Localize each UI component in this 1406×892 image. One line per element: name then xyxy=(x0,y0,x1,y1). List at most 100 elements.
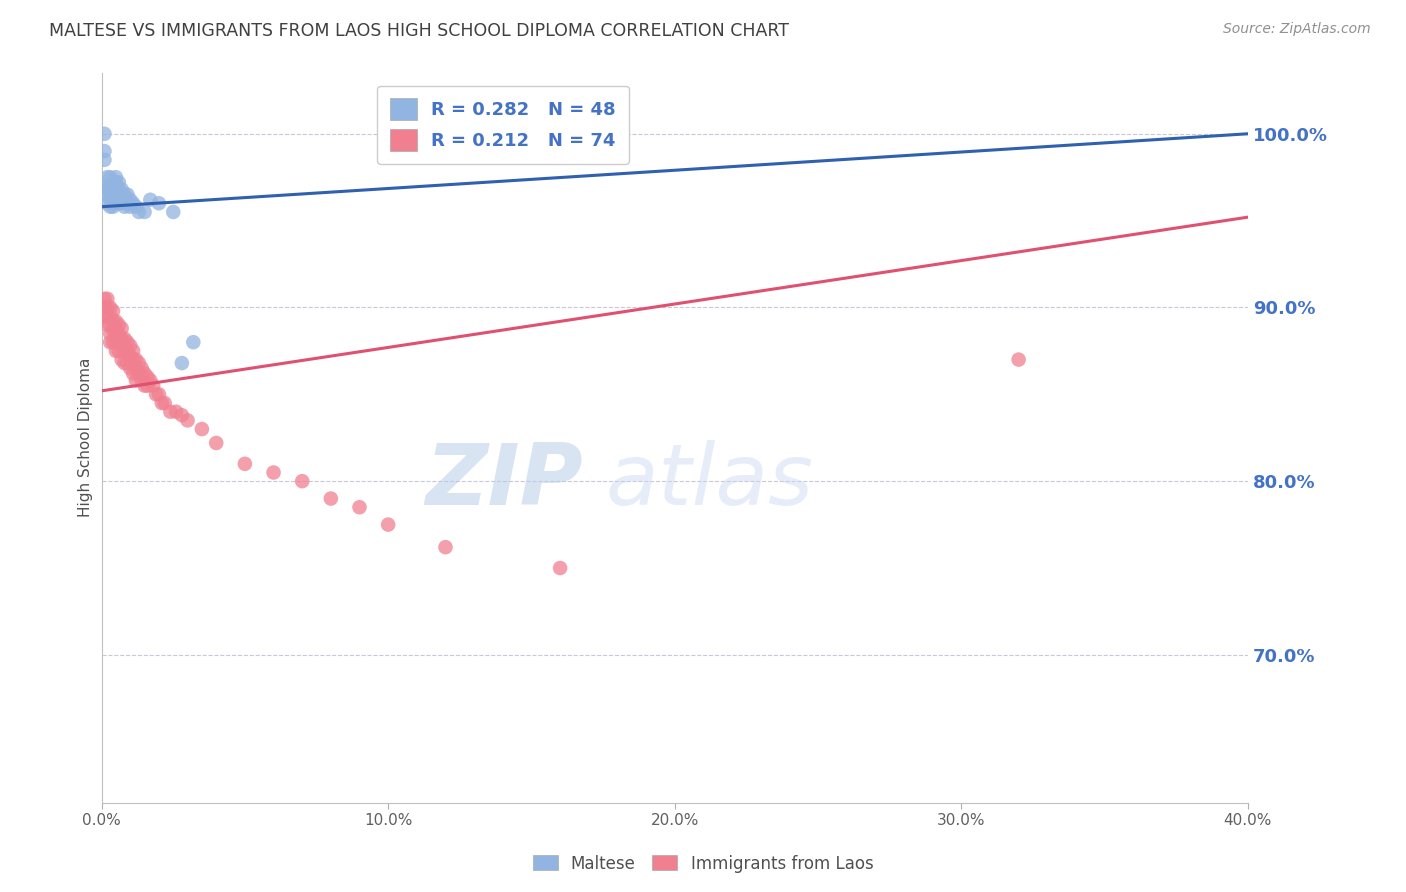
Point xyxy=(291,474,314,488)
Legend: Maltese, Immigrants from Laos: Maltese, Immigrants from Laos xyxy=(526,848,880,880)
Point xyxy=(107,187,129,202)
Point xyxy=(125,352,148,367)
Point xyxy=(122,352,145,367)
Point xyxy=(98,193,121,207)
Point xyxy=(134,378,156,392)
Point xyxy=(111,182,134,196)
Point xyxy=(111,352,134,367)
Point xyxy=(150,396,173,410)
Point xyxy=(114,339,136,353)
Point xyxy=(104,314,127,328)
Point xyxy=(107,332,129,346)
Point xyxy=(128,205,150,219)
Point xyxy=(131,373,153,387)
Text: MALTESE VS IMMIGRANTS FROM LAOS HIGH SCHOOL DIPLOMA CORRELATION CHART: MALTESE VS IMMIGRANTS FROM LAOS HIGH SCH… xyxy=(49,22,789,40)
Point xyxy=(170,408,193,422)
Point xyxy=(153,396,176,410)
Point xyxy=(104,187,127,202)
Point xyxy=(145,387,167,401)
Point xyxy=(93,309,115,323)
Point xyxy=(96,187,118,202)
Point xyxy=(101,335,124,350)
Point xyxy=(114,332,136,346)
Point xyxy=(101,323,124,337)
Point xyxy=(181,335,204,350)
Point xyxy=(104,175,127,189)
Point xyxy=(93,144,115,158)
Point xyxy=(98,182,121,196)
Point xyxy=(107,343,129,358)
Text: Source: ZipAtlas.com: Source: ZipAtlas.com xyxy=(1223,22,1371,37)
Point xyxy=(263,466,285,480)
Point xyxy=(159,405,181,419)
Point xyxy=(104,335,127,350)
Point xyxy=(104,182,127,196)
Point xyxy=(98,335,121,350)
Legend: R = 0.282   N = 48, R = 0.212   N = 74: R = 0.282 N = 48, R = 0.212 N = 74 xyxy=(377,86,628,164)
Y-axis label: High School Diploma: High School Diploma xyxy=(79,358,93,517)
Point xyxy=(93,292,115,306)
Point xyxy=(98,170,121,185)
Point xyxy=(122,367,145,381)
Point xyxy=(96,170,118,185)
Text: atlas: atlas xyxy=(606,440,814,523)
Point xyxy=(148,387,170,401)
Point xyxy=(93,127,115,141)
Point xyxy=(98,301,121,315)
Point xyxy=(107,318,129,332)
Point xyxy=(98,200,121,214)
Point xyxy=(101,187,124,202)
Point xyxy=(111,321,134,335)
Point xyxy=(98,326,121,341)
Point xyxy=(104,326,127,341)
Point xyxy=(125,361,148,376)
Point xyxy=(114,343,136,358)
Point xyxy=(101,178,124,193)
Point xyxy=(104,191,127,205)
Point xyxy=(111,187,134,202)
Point xyxy=(101,304,124,318)
Point xyxy=(139,373,162,387)
Point xyxy=(107,326,129,341)
Point xyxy=(96,301,118,315)
Point xyxy=(117,356,139,370)
Point xyxy=(96,182,118,196)
Point xyxy=(434,540,457,554)
Point xyxy=(96,309,118,323)
Point xyxy=(114,356,136,370)
Point xyxy=(120,361,142,376)
Point xyxy=(96,318,118,332)
Point xyxy=(349,500,371,515)
Point xyxy=(122,196,145,211)
Point xyxy=(191,422,214,436)
Point xyxy=(176,413,198,427)
Point xyxy=(98,187,121,202)
Point xyxy=(233,457,256,471)
Text: ZIP: ZIP xyxy=(426,440,583,523)
Point xyxy=(98,318,121,332)
Point xyxy=(120,193,142,207)
Point xyxy=(142,378,165,392)
Point xyxy=(101,196,124,211)
Point xyxy=(107,196,129,211)
Point xyxy=(1007,352,1029,367)
Point xyxy=(117,196,139,211)
Point xyxy=(117,335,139,350)
Point xyxy=(125,200,148,214)
Point xyxy=(111,339,134,353)
Point xyxy=(319,491,342,506)
Point xyxy=(162,205,184,219)
Point xyxy=(114,193,136,207)
Point xyxy=(134,367,156,381)
Point xyxy=(96,292,118,306)
Point xyxy=(111,332,134,346)
Point xyxy=(98,309,121,323)
Point xyxy=(107,175,129,189)
Point xyxy=(205,436,228,450)
Point xyxy=(101,200,124,214)
Point xyxy=(136,378,159,392)
Point xyxy=(136,370,159,384)
Point xyxy=(98,178,121,193)
Point xyxy=(122,343,145,358)
Point xyxy=(104,343,127,358)
